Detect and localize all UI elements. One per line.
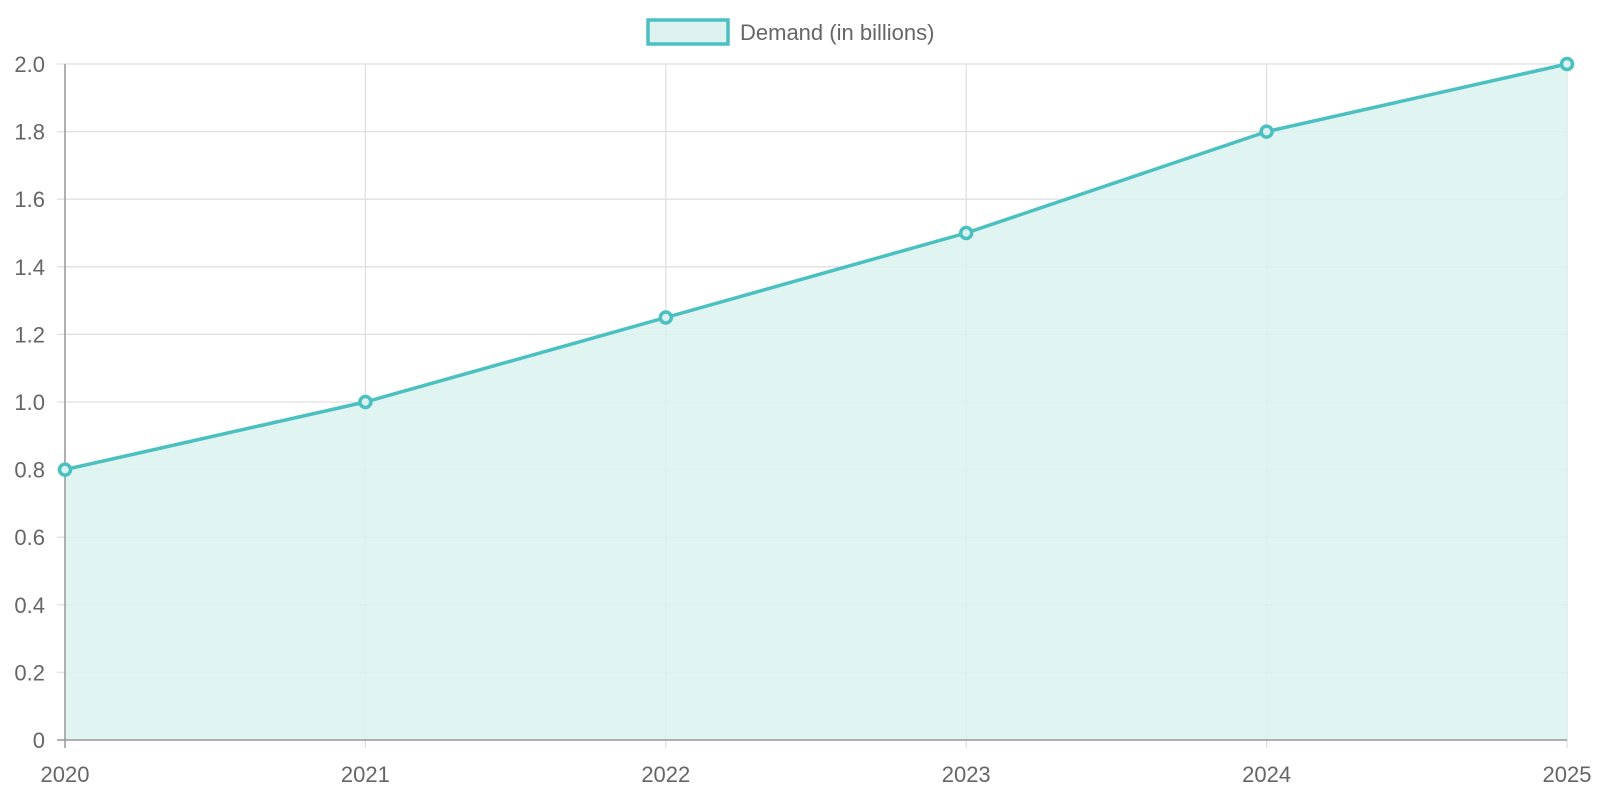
y-tick-label: 1.0: [14, 390, 45, 415]
data-point[interactable]: [958, 225, 974, 241]
data-points: [57, 56, 1575, 477]
series-area: [64, 62, 1568, 740]
y-tick-label: 0.4: [14, 593, 45, 618]
legend-swatch: [646, 18, 730, 46]
y-tick-label: 0.2: [14, 660, 45, 685]
y-tick-label: 0.8: [14, 458, 45, 483]
data-point[interactable]: [1259, 124, 1274, 139]
x-tick-label: 2025: [1543, 762, 1592, 787]
y-tick-label: 1.6: [14, 187, 45, 212]
data-point[interactable]: [57, 462, 73, 477]
series-line: [64, 62, 1568, 472]
x-tick-label: 2020: [41, 762, 90, 787]
y-tick-label: 0: [33, 728, 45, 753]
y-tick-label: 2.0: [14, 52, 45, 77]
legend-label: Demand (in billions): [740, 20, 934, 45]
y-tick-label: 1.2: [14, 322, 45, 347]
x-tick-label: 2024: [1242, 762, 1291, 787]
data-point[interactable]: [1559, 56, 1575, 72]
y-tick-label: 1.8: [14, 120, 45, 145]
legend[interactable]: Demand (in billions): [646, 18, 934, 46]
x-tick-label: 2022: [641, 762, 690, 787]
tick-labels: 0 0.2 0.4 0.6 0.8 1.0 1.2 1.4 1.6 1.8 2.0 2020 2021 2…: [14, 52, 1591, 787]
area-fill: [65, 64, 1567, 740]
y-tick-label: 0.6: [14, 525, 45, 550]
y-tick-label: 1.4: [14, 255, 45, 280]
data-point[interactable]: [658, 310, 674, 325]
data-point[interactable]: [358, 394, 373, 410]
x-tick-label: 2021: [341, 762, 390, 787]
x-tick-label: 2023: [942, 762, 991, 787]
axes: [57, 64, 1567, 748]
